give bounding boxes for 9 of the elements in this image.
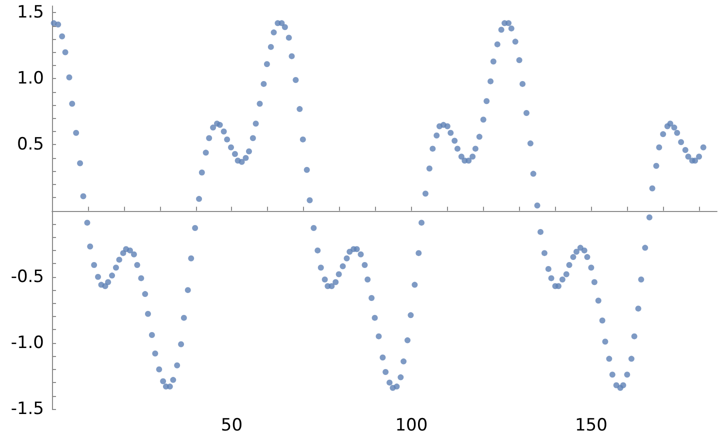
y-tick-label: -1.0 <box>10 332 44 353</box>
x-tick-label: 100 <box>395 416 428 434</box>
y-tick-label: 1.5 <box>16 2 44 23</box>
y-tick-label: 1.0 <box>16 68 44 89</box>
y-tick-label: -1.5 <box>10 399 44 419</box>
x-tick-label: 150 <box>574 416 608 434</box>
y-tick-label: 0.5 <box>16 134 44 155</box>
x-tick-label: 50 <box>220 416 243 434</box>
y-tick-label: -0.5 <box>10 266 44 287</box>
